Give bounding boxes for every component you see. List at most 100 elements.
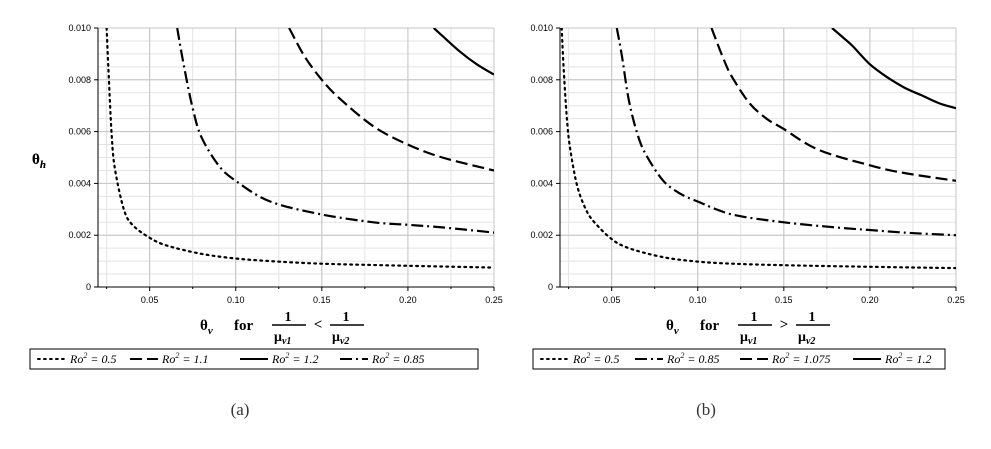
y-tick-label: 0.002 [68,230,91,240]
legend-label-main: Ro [666,352,680,366]
x-tick-label: 0.05 [141,295,159,305]
fraction-denominator-main: μ [740,330,748,345]
legend-label-main: Ro [161,352,175,366]
y-tick-label: 0.006 [68,127,91,137]
y-tick-label: 0.008 [530,75,553,85]
y-tick-label: 0 [548,282,553,292]
fraction-numerator: 1 [285,310,292,325]
legend-label-sup: 2 [785,351,789,360]
fraction-numerator: 1 [343,310,350,325]
chart-panel-a: 0.05 0.10 0.15 0.20 0.25 0 0.002 0.004 0.006 0.00… [29,23,503,419]
legend-label-rest: = 1.2 [902,352,931,366]
legend-label-main: Ro [69,352,83,366]
legend-label: Ro2 = 1.1 [161,351,208,366]
panel-caption: (a) [231,400,250,419]
x-tick-label: 0.20 [861,295,879,305]
legend-label-sup: 2 [83,351,87,360]
x-axis-label-for: for [234,318,253,334]
fraction-denominator: μv1 [740,330,757,347]
legend-label: Ro2 = 0.5 [69,351,116,366]
series-line-solid [432,28,494,76]
fraction-denominator-main: μ [798,330,806,345]
fraction-denominator-sub: v2 [806,336,815,347]
legend-label-sup: 2 [586,351,590,360]
legend-label: Ro2 = 0.85 [371,351,424,366]
fraction-denominator: μv2 [798,330,815,347]
legend-label-sup: 2 [385,351,389,360]
y-axis-label-main: θ [32,152,40,168]
legend-box [532,348,946,370]
legend-label-rest: = 0.5 [590,352,619,366]
y-tick-label: 0.006 [530,127,553,137]
x-axis-label-theta: θ [200,318,208,334]
panel-caption: (b) [696,400,716,419]
x-tick-label: 0.25 [485,295,503,305]
legend-label-sup: 2 [285,351,289,360]
legend-label-rest: = 1.2 [289,352,318,366]
legend-label: Ro2 = 0.85 [666,351,719,366]
series-line-dashed [710,28,956,182]
legend-label-rest: = 0.85 [389,352,424,366]
fraction-denominator-sub: v2 [340,336,349,347]
legend-label-rest: = 0.85 [684,352,719,366]
x-tick-label: 0.10 [227,295,245,305]
legend-label: Ro2 = 1.2 [884,351,931,366]
legend: Ro2 = 0.5 Ro2 = 0.85 Ro2 = 1.075 Ro2 = 1.2 [532,348,946,370]
legend-label: Ro2 = 0.5 [572,351,619,366]
chart-panel-b: 0.05 0.10 0.15 0.20 0.25 0 0.002 0.004 0.006 0.00… [32,23,965,419]
legend-label-sup: 2 [680,351,684,360]
legend-label-main: Ro [771,352,785,366]
y-tick-label: 0.008 [68,75,91,85]
fraction-numerator: 1 [809,310,816,325]
y-tick-label: 0 [86,282,91,292]
legend-label-rest: = 1.075 [789,352,830,366]
x-axis-label-relation: > [780,317,789,333]
fraction-denominator-sub: v1 [282,336,291,347]
legend-label-sup: 2 [898,351,902,360]
x-tick-label: 0.10 [689,295,707,305]
x-axis-label-main: θv [200,318,213,337]
grid [560,27,957,287]
fraction-numerator: 1 [751,310,758,325]
x-axis-label-theta: θ [666,318,674,334]
x-tick-label: 0.15 [313,295,331,305]
y-axis-label-main: θ [32,152,40,168]
y-axis-label: θh [32,152,46,171]
grid [98,27,495,287]
legend: Ro2 = 0.5 Ro2 = 1.1 Ro2 = 1.2 Ro2 = 0.85 [29,348,479,370]
fraction-denominator: μv1 [274,330,291,347]
x-axis-label-main: θv [666,318,679,337]
legend-label: Ro2 = 1.075 [771,351,830,366]
series-line-dashed [288,28,494,172]
legend-label-main: Ro [884,352,898,366]
y-tick-label: 0.004 [68,178,91,188]
legend-label-rest: = 0.5 [87,352,116,366]
y-tick-label: 0.010 [530,23,553,33]
x-axis-label-sub: v [208,325,213,337]
y-axis-label: θh [32,152,46,171]
fraction-denominator-sub: v1 [748,336,757,347]
series-line-solid [831,28,956,110]
legend-label-main: Ro [572,352,586,366]
y-tick-label: 0.002 [530,230,553,240]
fraction-denominator: μv2 [332,330,349,347]
x-tick-label: 0.15 [775,295,793,305]
legend-label: Ro2 = 1.2 [271,351,318,366]
fraction-denominator-main: μ [274,330,282,345]
x-axis-label-relation: < [314,317,323,333]
series-line-dashdot [176,28,494,234]
fraction-denominator-main: μ [332,330,340,345]
x-tick-label: 0.05 [603,295,621,305]
x-axis-label-sub: v [674,325,679,337]
x-axis-label-for: for [700,318,719,334]
y-tick-label: 0.004 [530,178,553,188]
legend-label-main: Ro [271,352,285,366]
x-tick-label: 0.25 [947,295,965,305]
series-line-dotted [105,28,494,269]
legend-label-main: Ro [371,352,385,366]
y-tick-label: 0.010 [68,23,91,33]
series-line-dotted [560,28,956,270]
